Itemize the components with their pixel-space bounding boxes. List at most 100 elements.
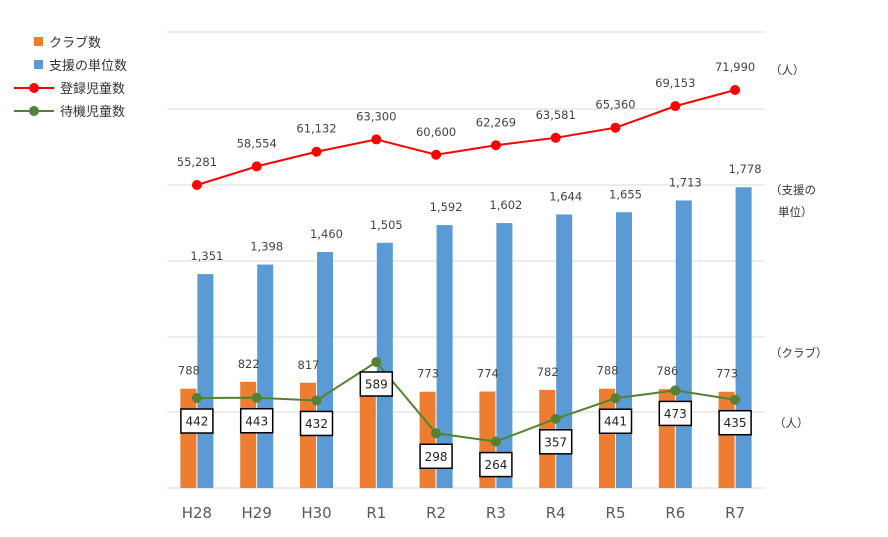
legend-item-waiting: 待機児童数 <box>14 99 127 122</box>
tick-label-R1: R1 <box>366 504 386 522</box>
legend-label-clubs: クラブ数 <box>49 36 102 51</box>
label-units-R4: 1,644 <box>549 189 582 203</box>
point-registered-R5 <box>610 122 621 133</box>
legend-swatch-units <box>34 60 43 69</box>
axis-unit-waiting: （人） <box>774 416 809 430</box>
label-waiting-H30: 432 <box>305 417 328 431</box>
legend-label-registered: 登録児童数 <box>60 82 126 97</box>
legend-item-clubs: クラブ数 <box>14 30 127 53</box>
label-waiting-R5: 441 <box>604 415 627 429</box>
label-box-waiting-R2 <box>419 443 453 470</box>
label-clubs-R4: 782 <box>537 365 559 379</box>
point-waiting-R1 <box>371 357 382 367</box>
label-units-H28: 1,351 <box>190 249 223 263</box>
bar-units-R6 <box>675 200 692 488</box>
label-waiting-R7: 435 <box>724 416 747 430</box>
axis-unit-registered: （人） <box>770 63 805 77</box>
point-registered-R7 <box>730 85 741 95</box>
point-waiting-R2 <box>431 428 442 439</box>
label-units-R7: 1,778 <box>729 162 762 176</box>
legend-swatch-clubs <box>34 37 43 46</box>
legend-key-waiting <box>14 105 54 116</box>
tick-label-H30: H30 <box>301 504 331 522</box>
bar-units-R5 <box>616 212 632 488</box>
label-clubs-R7: 773 <box>716 367 738 381</box>
bar-units-H28 <box>197 274 214 488</box>
label-box-waiting-R1 <box>359 371 394 397</box>
label-clubs-R3: 774 <box>477 367 499 381</box>
legend-key-registered <box>14 82 54 93</box>
label-box-waiting-H29 <box>239 408 274 434</box>
label-registered-R3: 62,269 <box>476 115 516 129</box>
label-registered-R2: 60,600 <box>416 125 456 139</box>
point-waiting-H30 <box>311 395 322 406</box>
axis-unit-units-2: 単位） <box>778 205 813 219</box>
label-units-H30: 1,460 <box>310 227 343 241</box>
label-clubs-H28: 788 <box>178 364 200 378</box>
legend-label-units: 支援の単位数 <box>49 59 128 74</box>
label-waiting-R6: 473 <box>664 407 687 421</box>
bar-clubs-R1 <box>359 395 376 488</box>
label-units-R6: 1,713 <box>669 175 702 189</box>
legend-item-registered: 登録児童数 <box>14 76 127 99</box>
point-waiting-H28 <box>191 393 202 403</box>
point-waiting-R4 <box>550 413 561 424</box>
line-waiting <box>196 360 736 443</box>
label-waiting-R1: 589 <box>365 378 388 392</box>
legend-item-units: 支援の単位数 <box>14 53 127 76</box>
axis-unit-units-1: （支援の <box>770 183 816 197</box>
bar-clubs-H28 <box>180 388 197 488</box>
label-clubs-R2: 773 <box>417 367 439 381</box>
axis-unit-clubs: （クラブ） <box>770 346 828 360</box>
point-registered-R3 <box>490 140 501 151</box>
point-waiting-R3 <box>490 436 501 447</box>
tick-label-R5: R5 <box>606 504 626 522</box>
label-registered-R1: 63,300 <box>356 109 396 123</box>
point-registered-H29 <box>251 161 262 172</box>
label-registered-R4: 63,581 <box>536 108 576 122</box>
point-waiting-R6 <box>670 385 681 396</box>
bar-units-H29 <box>257 264 274 488</box>
label-units-H29: 1,398 <box>250 240 283 254</box>
label-registered-H28: 55,281 <box>177 155 217 169</box>
point-registered-R4 <box>550 132 561 143</box>
point-registered-H28 <box>191 180 202 190</box>
label-waiting-H29: 443 <box>245 414 268 428</box>
label-waiting-R3: 264 <box>484 458 507 472</box>
point-registered-H30 <box>311 146 322 157</box>
bar-units-R7 <box>735 187 752 489</box>
point-registered-R1 <box>371 134 382 145</box>
tick-label-H28: H28 <box>182 504 212 522</box>
point-registered-R6 <box>670 101 681 112</box>
legend-label-waiting: 待機児童数 <box>60 105 126 120</box>
bar-units-R1 <box>376 242 393 488</box>
bar-units-R2 <box>436 225 453 488</box>
label-units-R5: 1,655 <box>609 187 642 201</box>
bar-clubs-R7 <box>718 391 735 488</box>
line-registered <box>196 89 736 186</box>
label-box-waiting-R5 <box>598 408 633 434</box>
label-registered-R6: 69,153 <box>655 76 695 90</box>
label-registered-R7: 71,990 <box>715 60 755 74</box>
label-box-waiting-H30 <box>299 410 334 437</box>
label-units-R1: 1,505 <box>370 218 403 232</box>
point-waiting-H29 <box>251 392 262 403</box>
label-registered-H29: 58,554 <box>237 136 277 150</box>
label-clubs-R5: 788 <box>597 364 619 378</box>
bar-clubs-R2 <box>419 391 436 488</box>
label-registered-H30: 61,132 <box>296 122 336 136</box>
tick-label-R7: R7 <box>725 504 745 522</box>
point-waiting-R7 <box>730 394 741 405</box>
label-units-R2: 1,592 <box>430 200 463 214</box>
label-box-waiting-H28 <box>180 408 214 434</box>
label-box-waiting-R3 <box>479 451 513 478</box>
legend: クラブ数 支援の単位数 登録児童数 待機児童数 <box>14 30 127 122</box>
bar-units-R3 <box>496 223 513 488</box>
label-waiting-R4: 357 <box>544 435 567 449</box>
label-clubs-R6: 786 <box>656 364 678 378</box>
label-waiting-H28: 442 <box>185 415 208 429</box>
tick-label-R3: R3 <box>486 504 506 522</box>
label-box-waiting-R6 <box>658 400 693 427</box>
label-box-waiting-R4 <box>538 429 573 455</box>
